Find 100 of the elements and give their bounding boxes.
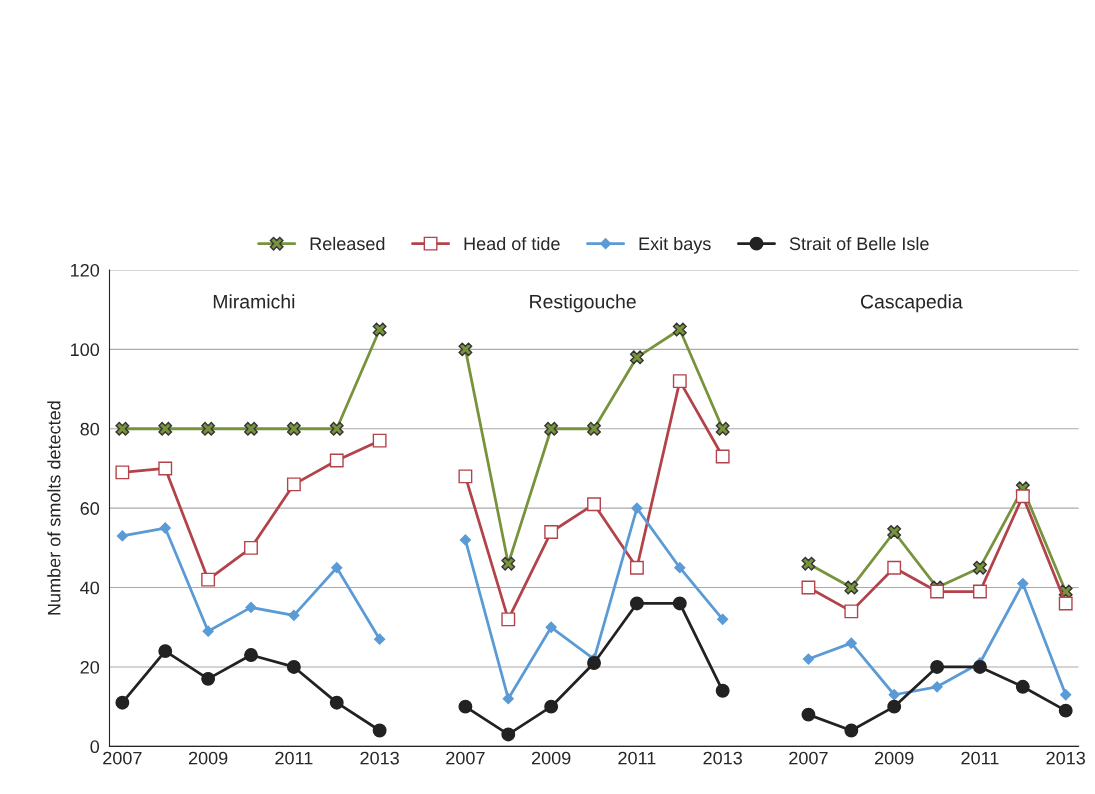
annotation: Cascapedia [860,294,963,313]
x-tick-label: 2007 [103,751,142,765]
point [544,699,559,714]
point [973,584,987,599]
point [245,601,257,614]
point [329,453,344,468]
legend-label: Strait of Belle Isle [789,236,929,251]
point [244,540,258,555]
point [501,727,516,742]
point [201,671,216,686]
x-tick-label: 2007 [446,751,485,765]
point [844,604,859,619]
point [286,477,301,492]
x-tick-label: 2009 [875,751,914,765]
x-tick-label: 2013 [703,751,742,765]
point [1015,489,1030,504]
y-tick-label: 100 [71,343,100,357]
point [931,681,943,693]
point [458,699,473,714]
point [458,342,473,357]
point [288,609,300,621]
point [202,625,214,637]
y-axis-title: Number of smolts detected [47,401,61,615]
x-tick-label: 2007 [789,751,828,765]
point [888,689,900,701]
x-tick-label: 2009 [531,751,571,765]
point [501,612,516,627]
point [587,656,601,670]
point [973,560,987,575]
point [1058,596,1073,611]
y-tick-label: 120 [71,263,100,277]
point [631,502,643,514]
x-tick-label: 2011 [275,751,313,765]
point [159,522,171,534]
point [629,560,644,575]
legend-label: Exit bays [639,236,711,254]
point [672,322,687,337]
point [973,660,987,674]
point [930,660,945,674]
point [158,644,173,659]
x-tick-label: 2009 [188,751,228,765]
point [374,633,386,645]
point [458,469,473,484]
point [1060,689,1072,701]
point [629,596,644,611]
x-tick-label: 2013 [1046,751,1085,765]
point [887,699,902,714]
point [286,421,301,436]
point [116,530,128,542]
point [244,421,258,436]
point [115,465,130,480]
point [672,374,687,389]
point [459,534,472,546]
point [329,421,344,436]
point [545,621,557,633]
point [801,556,816,571]
y-tick-label: 20 [80,660,100,674]
point [201,421,216,436]
point [717,613,729,625]
y-tick-label: 80 [80,422,100,436]
point [372,433,387,448]
point [587,497,601,512]
point [329,695,344,710]
point [158,421,173,436]
point [801,580,816,595]
point [715,683,730,698]
point [372,723,387,738]
point [244,648,258,662]
point [1015,679,1030,694]
point [674,562,686,574]
point [115,695,130,710]
legend-label: Released [310,236,385,251]
point [672,596,687,611]
legend-label: Head of tide [464,236,560,251]
point [1058,703,1073,718]
x-tick-label: 2013 [360,751,399,765]
point [629,350,644,365]
point [887,525,902,539]
point [502,693,514,705]
point [331,562,343,574]
point [802,653,815,665]
point [501,556,516,571]
point [845,637,857,649]
y-tick-label: 60 [80,502,100,515]
point [887,560,902,575]
point [158,461,173,476]
point [715,449,730,464]
point [844,580,859,595]
point [286,660,301,674]
point [544,525,559,539]
x-tick-label: 2011 [961,751,999,765]
point [930,584,945,599]
y-tick-label: 0 [90,740,100,754]
x-tick-label: 2011 [618,751,656,765]
point [1017,577,1029,590]
annotation: Restigouche [530,294,636,313]
y-tick-label: 40 [80,581,100,595]
point [715,421,730,436]
point [801,707,816,722]
point [201,572,216,587]
